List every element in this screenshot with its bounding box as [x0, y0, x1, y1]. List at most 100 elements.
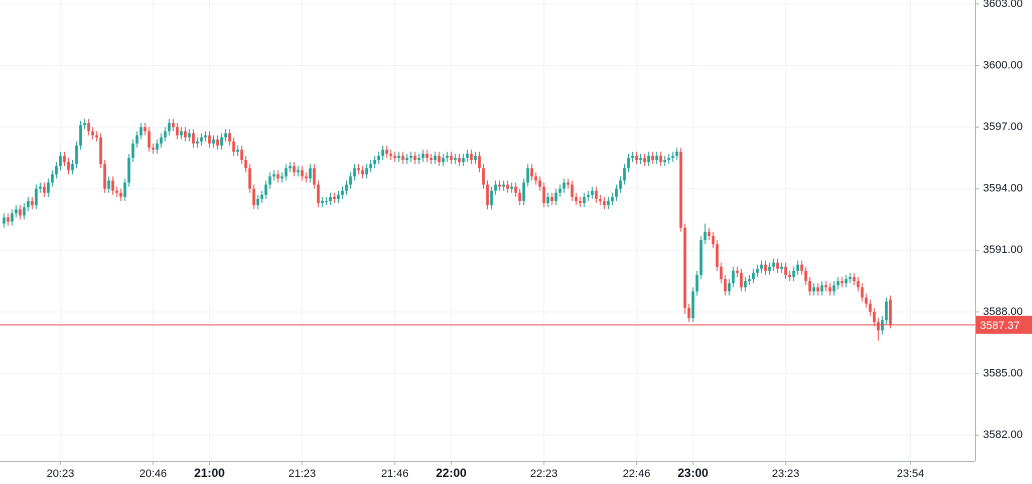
- candle-body: [695, 274, 699, 292]
- candle-body: [550, 196, 554, 202]
- candle-body: [163, 131, 167, 138]
- candle-body: [171, 123, 175, 128]
- candle-body: [562, 182, 566, 189]
- y-tick-label: 3603.00: [983, 0, 1023, 10]
- candle-body: [224, 133, 228, 138]
- candle-body: [651, 155, 655, 160]
- candle-body: [10, 213, 14, 222]
- candle-body: [610, 196, 614, 202]
- candle-body: [341, 190, 344, 195]
- candle-body: [667, 157, 671, 160]
- candle-body: [377, 155, 381, 160]
- candle-body: [393, 155, 397, 158]
- candle-body: [284, 168, 288, 177]
- candle-body: [143, 127, 147, 132]
- x-tick-label: 21:46: [381, 468, 409, 480]
- candle-body: [288, 166, 292, 169]
- candle-body: [228, 133, 232, 142]
- candle-body: [522, 182, 526, 202]
- candle-body: [659, 155, 663, 163]
- candle-body: [147, 131, 151, 148]
- candle-body: [486, 184, 489, 206]
- candle-body: [401, 155, 405, 160]
- candle-body: [768, 266, 771, 271]
- candle-body: [586, 194, 590, 197]
- candle-body: [469, 153, 473, 160]
- candle-body: [18, 209, 22, 216]
- candle-body: [244, 159, 248, 169]
- candle-body: [405, 157, 409, 160]
- candle-body: [59, 155, 62, 167]
- candle-body: [631, 155, 634, 158]
- candle-body: [50, 174, 54, 183]
- candle-body: [316, 184, 320, 204]
- candle-body: [465, 153, 469, 158]
- candle-body: [671, 155, 675, 158]
- candle-body: [441, 157, 445, 163]
- candles: [0, 118, 975, 341]
- candle-body: [474, 155, 477, 160]
- candle-body: [381, 149, 385, 156]
- candle-body: [425, 153, 429, 158]
- candle-body: [208, 135, 211, 144]
- candle-body: [727, 283, 731, 292]
- candle-body: [719, 266, 723, 280]
- candle-body: [872, 311, 876, 323]
- candle-body: [852, 277, 856, 282]
- x-tick-label: 23:54: [897, 468, 925, 480]
- candle-body: [268, 176, 272, 185]
- candle-body: [272, 174, 276, 177]
- candle-body: [800, 264, 804, 271]
- candle-body: [574, 196, 578, 202]
- candle-body: [490, 190, 493, 206]
- candle-body: [699, 240, 703, 275]
- candle-body: [888, 299, 892, 325]
- candle-body: [707, 231, 711, 236]
- candle-body: [739, 272, 743, 288]
- candle-body: [304, 176, 308, 179]
- candle-body: [679, 151, 683, 228]
- candle-body: [558, 188, 562, 193]
- candle-body: [445, 155, 449, 158]
- candle-body: [884, 301, 888, 321]
- candle-body: [123, 182, 127, 197]
- candle-body: [42, 186, 46, 193]
- y-tick-label: 3597.00: [983, 121, 1023, 133]
- last-price-label: 3587.37: [980, 320, 1020, 332]
- y-tick-label: 3588.00: [983, 306, 1023, 318]
- candle-body: [220, 137, 224, 146]
- candle-body: [413, 155, 417, 160]
- candle-body: [627, 157, 630, 169]
- candle-body: [127, 157, 131, 183]
- x-tick-label: 21:00: [194, 466, 225, 480]
- candle-body: [196, 141, 199, 144]
- candle-body: [159, 137, 163, 144]
- candle-body: [111, 180, 115, 191]
- candle-body: [79, 125, 82, 146]
- candle-body: [324, 201, 328, 203]
- candle-body: [498, 184, 501, 187]
- candle-body: [876, 322, 880, 331]
- x-tick-label: 23:00: [678, 466, 709, 480]
- candle-body: [478, 155, 481, 169]
- candle-body: [848, 277, 852, 280]
- candle-body: [264, 184, 268, 195]
- candle-body: [453, 157, 457, 160]
- candle-body: [63, 155, 66, 163]
- candle-body: [534, 176, 538, 181]
- candle-body: [252, 188, 256, 206]
- candle-body: [409, 155, 413, 158]
- candle-body: [590, 190, 594, 195]
- candle-body: [312, 168, 316, 185]
- candle-body: [743, 281, 747, 288]
- candle-body: [820, 285, 824, 292]
- candle-body: [751, 272, 755, 280]
- candle-body: [260, 194, 264, 199]
- candle-body: [760, 264, 763, 269]
- candle-body: [22, 207, 26, 216]
- candle-body: [119, 192, 123, 197]
- candle-body: [71, 164, 74, 171]
- candle-body: [167, 123, 171, 132]
- candle-body: [187, 133, 191, 138]
